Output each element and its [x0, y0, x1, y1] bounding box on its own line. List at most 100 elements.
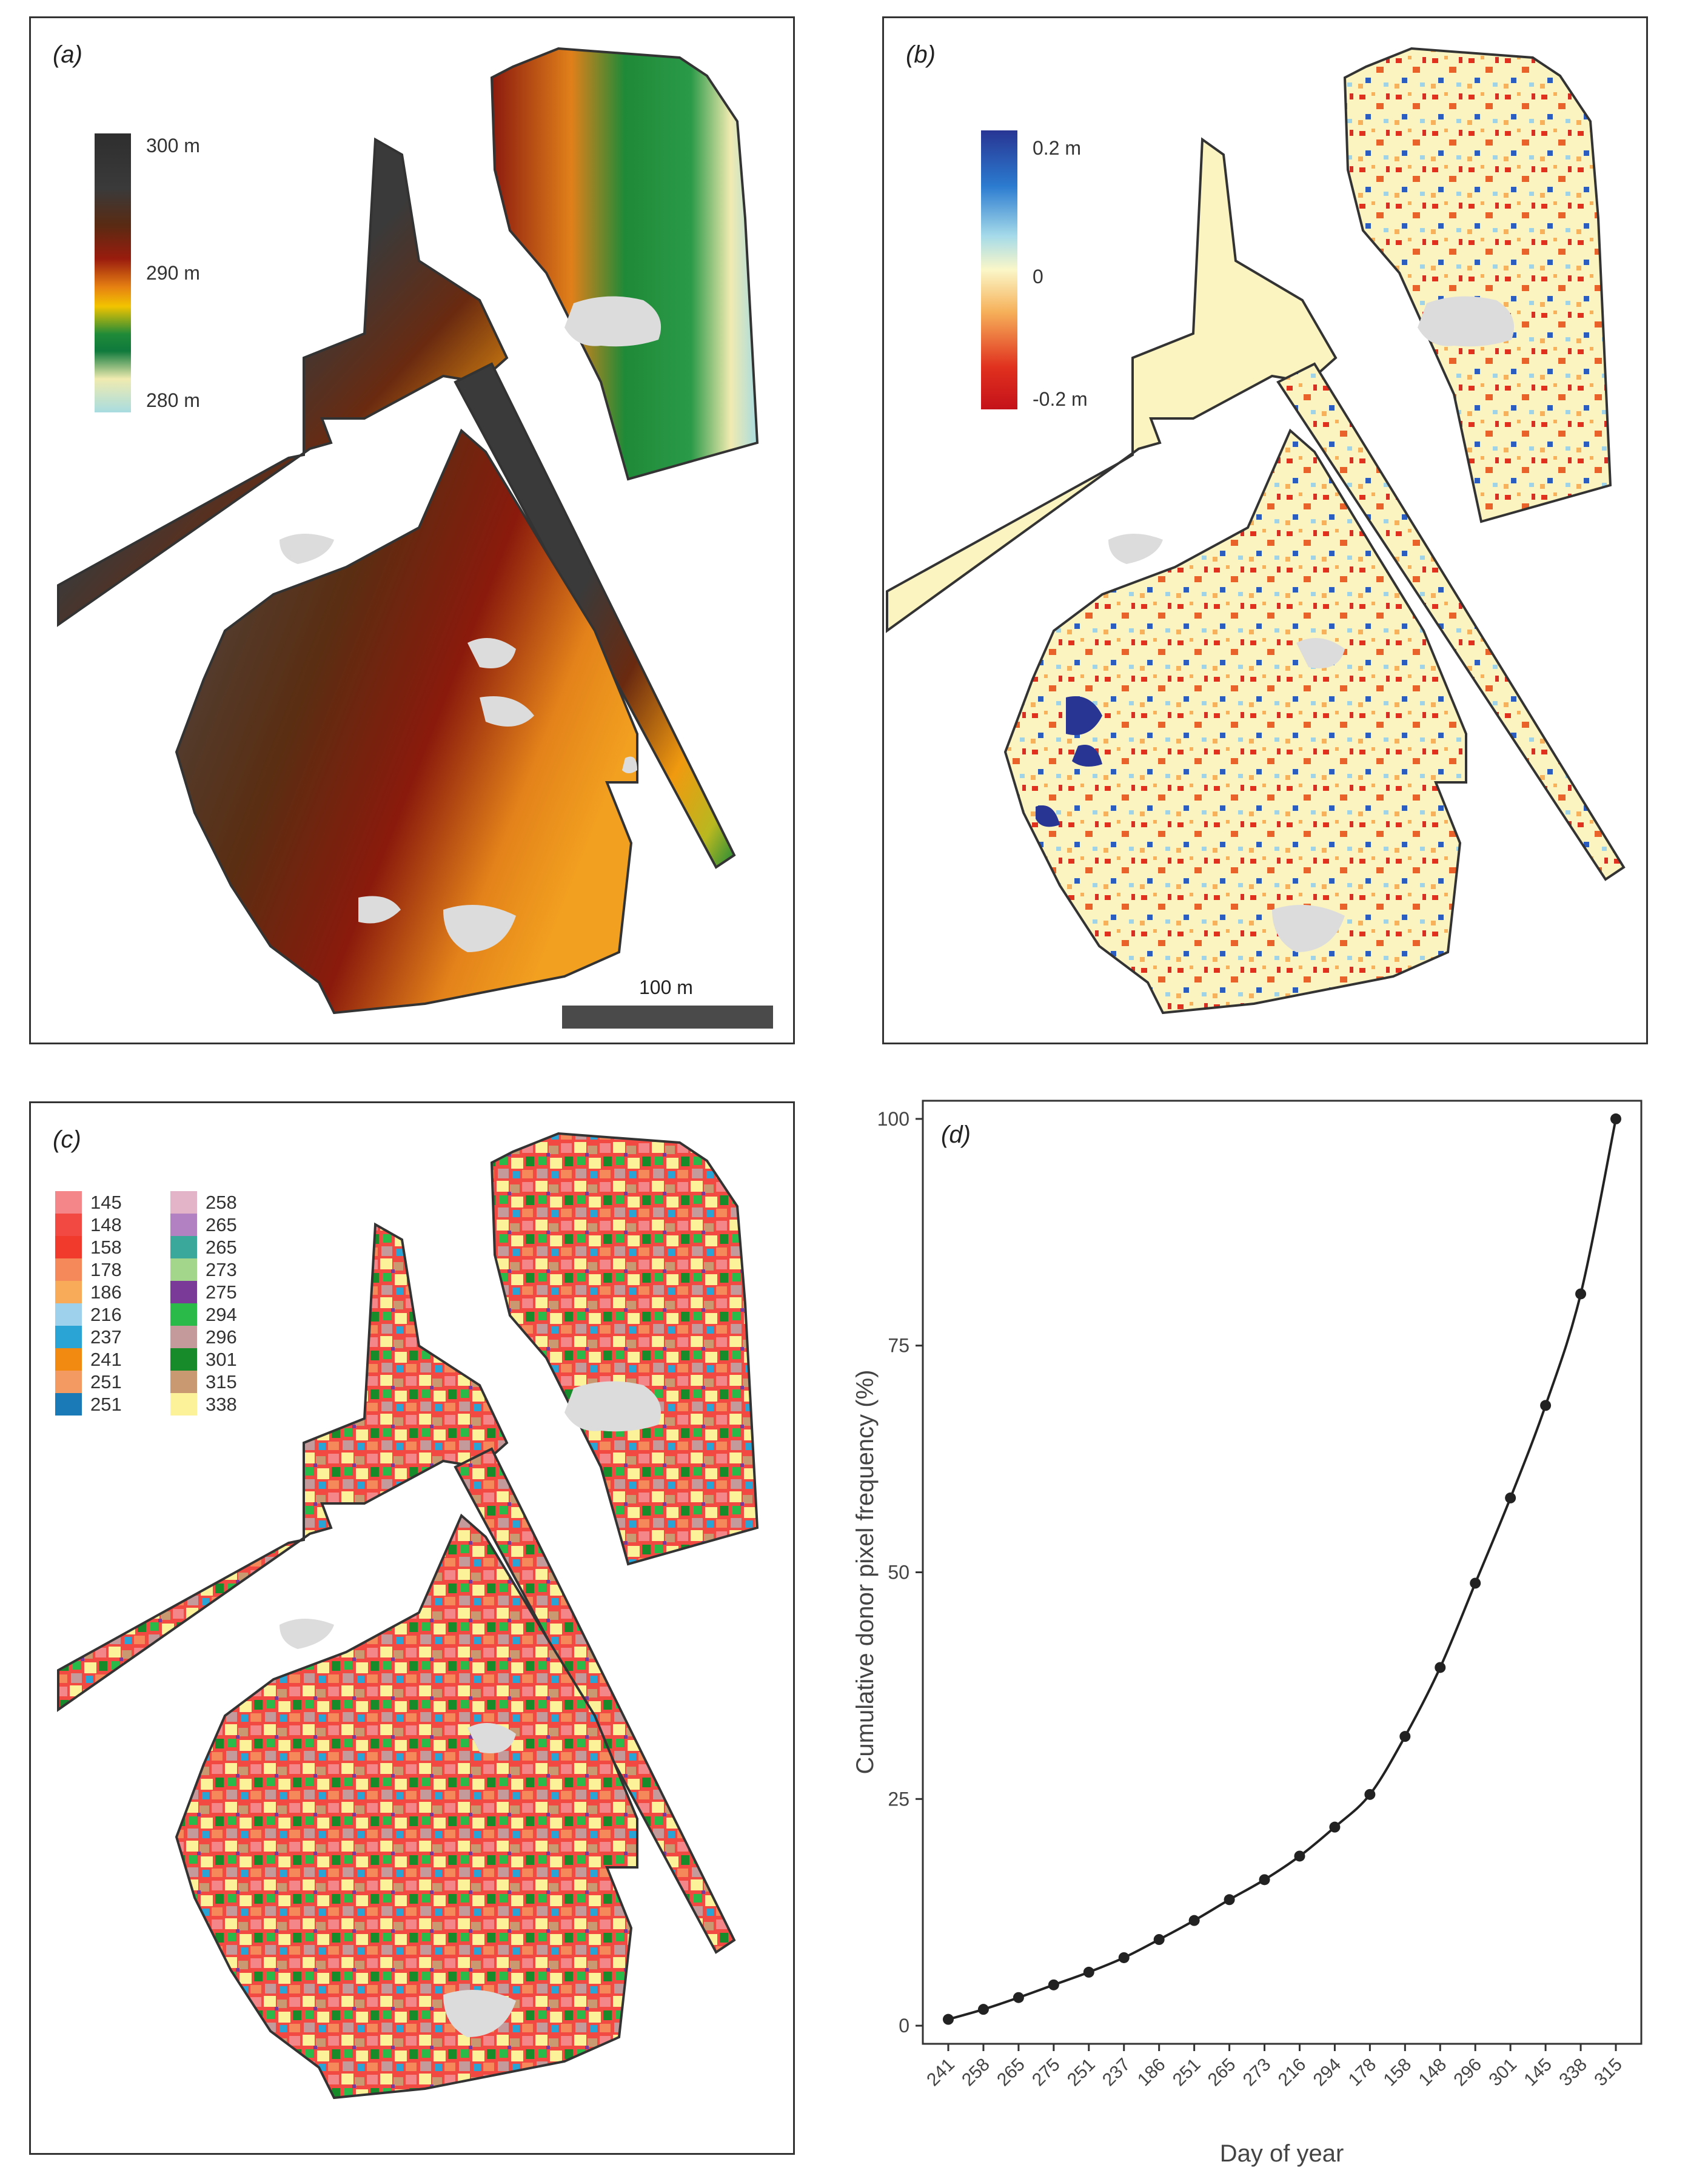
legend-label: 145: [90, 1191, 122, 1213]
legend-item: 148: [55, 1214, 170, 1236]
x-tick-label: 301: [1485, 2055, 1521, 2091]
y-tick-label: 75: [888, 1335, 909, 1357]
x-tick-label: 265: [1204, 2055, 1240, 2091]
legend-label: 315: [206, 1371, 237, 1392]
panel-c-label: (c): [53, 1126, 81, 1153]
legend-swatch: [170, 1281, 197, 1303]
panel-a-label: (a): [53, 41, 82, 68]
colorbar-b-label-mid: 0: [1033, 266, 1043, 287]
legend-item: 216: [55, 1303, 170, 1326]
data-point: [1575, 1288, 1587, 1300]
legend-label: 265: [206, 1236, 237, 1258]
map-b-corridor: [886, 137, 1338, 633]
legend-swatch: [55, 1191, 82, 1214]
legend-item: 315: [170, 1371, 286, 1393]
legend-swatch: [170, 1214, 197, 1236]
x-tick-label: 237: [1099, 2055, 1134, 2091]
data-point: [1399, 1731, 1411, 1742]
data-point: [1435, 1662, 1446, 1673]
data-point: [1329, 1821, 1341, 1833]
legend-swatch: [170, 1393, 197, 1416]
legend-label: 258: [206, 1191, 237, 1213]
legend-swatch: [55, 1281, 82, 1303]
legend-swatch: [170, 1348, 197, 1371]
legend-swatch: [55, 1393, 82, 1416]
legend-label: 178: [90, 1258, 122, 1280]
legend-label: 186: [90, 1281, 122, 1303]
legend-label: 275: [206, 1281, 237, 1303]
legend-item: 301: [170, 1348, 286, 1371]
map-b-sw-block: [1003, 428, 1467, 1015]
legend-item: 296: [170, 1326, 286, 1348]
map-a-gap-patches: [280, 296, 661, 952]
series-line: [948, 1118, 1617, 2021]
data-point: [1118, 1952, 1130, 1963]
legend-item: 338: [170, 1393, 286, 1416]
legend-item: 273: [170, 1258, 286, 1281]
legend-swatch: [170, 1191, 197, 1214]
x-tick-label: 251: [1063, 2055, 1099, 2091]
legend-label: 216: [90, 1303, 122, 1325]
data-point: [977, 2004, 989, 2015]
x-tick-label: 145: [1520, 2055, 1556, 2091]
panel-d-label: (d): [941, 1121, 971, 1148]
map-c-ne-block: [490, 1132, 759, 1566]
series-points: [943, 1113, 1621, 2025]
legend-item: 145: [55, 1191, 170, 1214]
legend-swatch: [55, 1326, 82, 1348]
legend-item: 178: [55, 1258, 170, 1281]
legend-swatch: [170, 1371, 197, 1393]
map-b-blue-patches: [1036, 696, 1102, 827]
data-point: [1224, 1894, 1235, 1906]
x-tick-label: 216: [1274, 2055, 1310, 2091]
colorbar-a-label-top: 300 m: [146, 135, 200, 156]
legend-item: 275: [170, 1281, 286, 1303]
legend-item: 251: [55, 1393, 170, 1416]
legend-label: 338: [206, 1393, 237, 1415]
x-tick-label: 251: [1169, 2055, 1205, 2091]
legend-swatch: [55, 1371, 82, 1393]
legend-swatch: [55, 1236, 82, 1258]
legend-swatch: [170, 1258, 197, 1281]
x-tick-label: 296: [1450, 2055, 1485, 2091]
legend-swatch: [170, 1326, 197, 1348]
legend-item: 186: [55, 1281, 170, 1303]
y-tick-label: 25: [888, 1788, 909, 1810]
panel-d-cumulative-chart: (d) 0 25 50 75 100 241 258 265 275 251 237 186 251 2…: [837, 1086, 1686, 2170]
legend-label: 296: [206, 1326, 237, 1348]
map-b-diagonal-strip: [1276, 362, 1626, 881]
map-a-ne-block: [490, 47, 759, 481]
x-tick-label: 273: [1239, 2055, 1275, 2091]
map-c-sw-block: [175, 1513, 638, 2100]
plot-frame: [922, 1100, 1643, 2045]
legend-label: 148: [90, 1214, 122, 1235]
x-tick-label: 258: [958, 2055, 994, 2091]
donor-day-legend: 145 258 148 265 158 265 178 273 186 275 216 294 237 2…: [55, 1191, 286, 1416]
data-point: [1505, 1492, 1516, 1503]
legend-swatch: [55, 1214, 82, 1236]
legend-item: 241: [55, 1348, 170, 1371]
colorbar-b-label-bottom: -0.2 m: [1033, 388, 1088, 410]
legend-label: 237: [90, 1326, 122, 1348]
legend-label: 294: [206, 1303, 237, 1325]
x-tick-label: 178: [1345, 2055, 1381, 2091]
x-tick-label: 186: [1134, 2055, 1170, 2091]
colorbar-a-label-mid: 290 m: [146, 262, 200, 284]
data-point: [1540, 1400, 1552, 1411]
x-tick-label: 294: [1310, 2055, 1345, 2091]
change-map-svg: [886, 47, 1626, 1015]
legend-swatch: [55, 1258, 82, 1281]
x-tick-label: 315: [1590, 2055, 1626, 2091]
y-tick-label: 50: [888, 1562, 909, 1584]
legend-item: 265: [170, 1214, 286, 1236]
legend-item: 265: [170, 1236, 286, 1258]
legend-swatch: [55, 1348, 82, 1371]
legend-label: 265: [206, 1214, 237, 1235]
map-c-gap-patches: [280, 1381, 661, 2037]
x-tick-label: 158: [1380, 2055, 1416, 2091]
colorbar-a-label-bottom: 280 m: [146, 389, 200, 411]
legend-swatch: [170, 1236, 197, 1258]
data-point: [1259, 1874, 1270, 1886]
panel-a-elevation-map: (a): [29, 16, 795, 1044]
y-axis-label: Cumulative donor pixel frequency (%): [852, 1370, 879, 1775]
